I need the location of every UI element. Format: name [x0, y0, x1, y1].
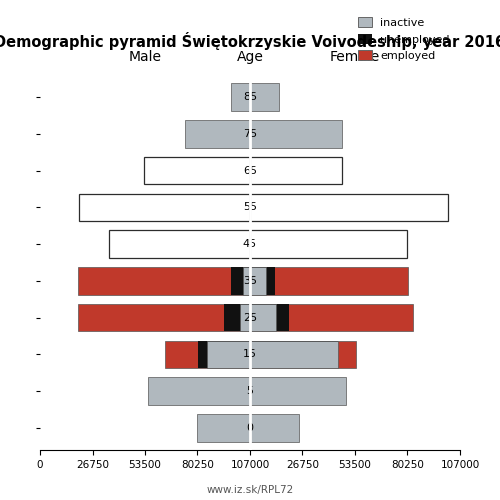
Text: 55: 55 — [243, 202, 257, 212]
Bar — [232, 267, 250, 294]
Bar — [250, 304, 290, 332]
Bar — [232, 84, 250, 111]
Text: www.iz.sk/RPL72: www.iz.sk/RPL72 — [206, 485, 294, 495]
Bar — [164, 340, 250, 368]
Bar — [148, 378, 250, 405]
Bar — [80, 194, 250, 221]
Bar — [250, 120, 342, 148]
Bar — [198, 340, 250, 368]
Bar — [250, 304, 413, 332]
Bar — [250, 194, 448, 221]
Legend: inactive, unemployed, employed: inactive, unemployed, employed — [354, 13, 454, 66]
Bar — [250, 157, 342, 184]
Bar — [250, 267, 266, 294]
Bar — [197, 414, 250, 442]
Bar — [207, 340, 250, 368]
Text: Demographic pyramid Świętokrzyskie Voivodeship, year 2016: Demographic pyramid Świętokrzyskie Voivo… — [0, 32, 500, 50]
Text: 0: 0 — [246, 423, 254, 433]
Bar — [78, 267, 250, 294]
Bar — [243, 267, 250, 294]
Bar — [185, 120, 250, 148]
Bar — [240, 304, 250, 332]
Bar — [250, 378, 346, 405]
Bar — [250, 414, 299, 442]
Text: 45: 45 — [243, 239, 257, 249]
Bar — [250, 230, 407, 258]
Text: 35: 35 — [243, 276, 257, 286]
Text: 15: 15 — [243, 350, 257, 360]
Bar — [144, 157, 250, 184]
Bar — [250, 340, 356, 368]
Text: 75: 75 — [243, 129, 257, 139]
Bar — [250, 267, 408, 294]
Bar — [108, 230, 250, 258]
Bar — [250, 304, 276, 332]
Text: 65: 65 — [243, 166, 257, 175]
Text: Female: Female — [330, 50, 380, 64]
Bar — [78, 304, 250, 332]
Text: 25: 25 — [243, 312, 257, 322]
Text: 85: 85 — [243, 92, 257, 102]
Bar — [250, 267, 274, 294]
Bar — [250, 84, 280, 111]
Bar — [250, 340, 338, 368]
Bar — [250, 340, 338, 368]
Text: Age: Age — [236, 50, 264, 64]
Text: Male: Male — [128, 50, 162, 64]
Bar — [224, 304, 250, 332]
Text: 5: 5 — [246, 386, 254, 396]
